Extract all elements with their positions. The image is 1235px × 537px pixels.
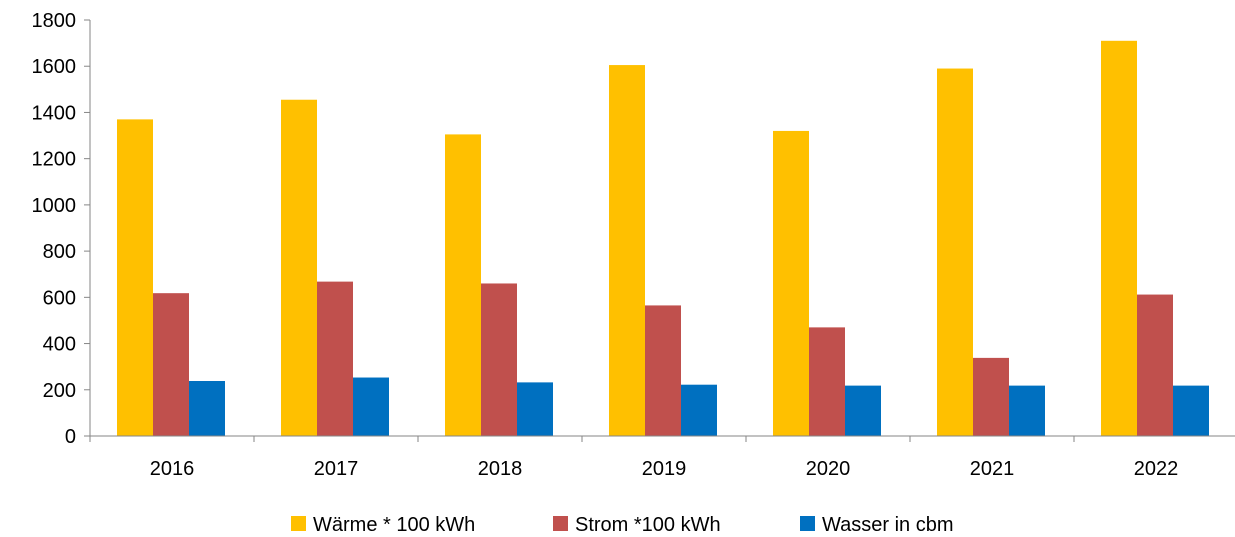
bar-2022-series-3 (1173, 385, 1209, 436)
y-tick-label: 1200 (32, 149, 77, 171)
x-tick-label: 2022 (1134, 458, 1179, 480)
y-tick-label: 200 (43, 380, 76, 402)
legend-swatch-series-1 (291, 516, 306, 531)
bar-2020-series-3 (845, 385, 881, 436)
legend-label-series-2: Strom *100 kWh (575, 514, 721, 536)
tick-labels-layer: 0 200 400 600 800 1000 1200 1400 1600 1800 2016 201… (32, 10, 1179, 480)
bar-2016-series-1 (117, 119, 153, 436)
legend-label-series-3: Wasser in cbm (822, 514, 954, 536)
y-tick-label: 1000 (32, 195, 77, 217)
y-tick-label: 0 (65, 426, 76, 448)
x-tick-label: 2018 (478, 458, 523, 480)
x-tick-label: 2021 (970, 458, 1015, 480)
y-tick-label: 600 (43, 287, 76, 309)
x-tick-label: 2020 (806, 458, 851, 480)
bar-2018-series-1 (445, 134, 481, 436)
bar-2019-series-3 (681, 384, 717, 436)
y-tick-label: 1400 (32, 102, 77, 124)
y-tick-label: 400 (43, 334, 76, 356)
bar-2018-series-2 (481, 283, 517, 436)
bar-2018-series-3 (517, 382, 553, 436)
bar-2021-series-3 (1009, 385, 1045, 436)
y-tick-label: 1800 (32, 10, 77, 32)
legend: Wärme * 100 kWh Strom *100 kWh Wasser in c… (291, 514, 954, 536)
bar-2020-series-1 (773, 130, 809, 436)
legend-swatch-series-2 (553, 516, 568, 531)
bar-2017-series-1 (281, 99, 317, 436)
bar-2019-series-2 (645, 305, 681, 436)
x-tick-label: 2016 (150, 458, 195, 480)
bar-2020-series-2 (809, 327, 845, 436)
x-tick-label: 2017 (314, 458, 359, 480)
axes-layer (84, 19, 1235, 442)
bar-2021-series-2 (973, 357, 1009, 436)
x-tick-label: 2019 (642, 458, 687, 480)
bar-2017-series-2 (317, 281, 353, 436)
y-tick-label: 1600 (32, 56, 77, 78)
bars-layer (117, 40, 1209, 437)
bar-2016-series-3 (189, 380, 225, 436)
bar-2022-series-1 (1101, 40, 1137, 437)
legend-label-series-1: Wärme * 100 kWh (313, 514, 475, 536)
bar-2019-series-1 (609, 65, 645, 437)
bar-2017-series-3 (353, 377, 389, 436)
bar-2022-series-2 (1137, 294, 1173, 436)
y-tick-label: 800 (43, 241, 76, 263)
bar-2021-series-1 (937, 68, 973, 437)
legend-swatch-series-3 (800, 516, 815, 531)
bar-2016-series-2 (153, 293, 189, 436)
